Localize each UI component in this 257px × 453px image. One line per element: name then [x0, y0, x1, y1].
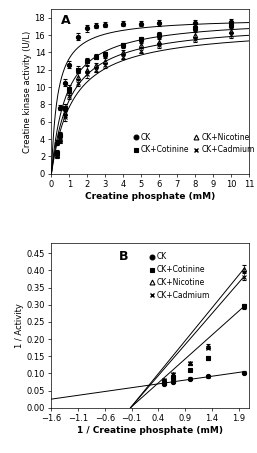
Text: B: B [119, 250, 128, 263]
Y-axis label: Creatine kinase activity (U/L): Creatine kinase activity (U/L) [23, 30, 32, 153]
Legend: CK, CK+Cotinine, CK+Nicotine, CK+Cadmium: CK, CK+Cotinine, CK+Nicotine, CK+Cadmium [146, 250, 213, 302]
Y-axis label: 1 / Activity: 1 / Activity [15, 303, 24, 348]
X-axis label: Creatine phosphate (mM): Creatine phosphate (mM) [85, 192, 215, 201]
Legend: CK, CK+Cotinine, CK+Nicotine, CK+Cadmium: CK, CK+Cotinine, CK+Nicotine, CK+Cadmium [130, 130, 257, 157]
X-axis label: 1 / Creatine phosphate (mM): 1 / Creatine phosphate (mM) [77, 426, 223, 435]
Text: A: A [61, 14, 71, 27]
